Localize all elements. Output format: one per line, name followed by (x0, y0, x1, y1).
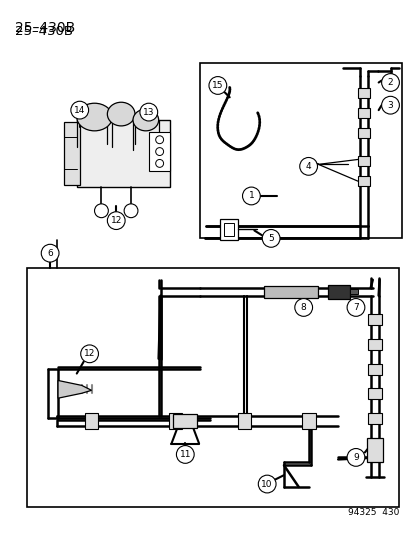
Circle shape (381, 74, 399, 91)
Text: 14: 14 (74, 106, 85, 115)
Text: 13: 13 (143, 108, 154, 117)
Ellipse shape (133, 109, 158, 131)
Circle shape (242, 187, 260, 205)
Text: 94325  430: 94325 430 (347, 507, 399, 516)
Bar (367, 314, 381, 325)
Text: 6: 6 (47, 249, 53, 257)
Circle shape (107, 212, 125, 230)
Bar (357, 157, 369, 166)
Text: 7: 7 (352, 303, 358, 312)
Bar (223, 223, 233, 237)
Text: 10: 10 (261, 480, 272, 489)
Bar (357, 108, 369, 118)
Ellipse shape (107, 102, 135, 126)
Text: 4: 4 (305, 162, 311, 171)
Text: 5: 5 (268, 234, 273, 243)
Circle shape (81, 345, 98, 362)
Text: 12: 12 (84, 349, 95, 358)
Circle shape (346, 449, 364, 466)
Circle shape (155, 136, 163, 144)
Bar (367, 413, 381, 424)
Text: 8: 8 (300, 303, 306, 312)
Circle shape (346, 298, 364, 316)
Text: 25–430B: 25–430B (14, 25, 72, 38)
Circle shape (258, 475, 275, 493)
Text: 3: 3 (387, 101, 392, 110)
Bar (357, 128, 369, 138)
Bar (199, 63, 401, 238)
Circle shape (94, 204, 108, 217)
Bar (349, 289, 357, 294)
Bar (367, 339, 381, 350)
Bar (237, 413, 251, 429)
Circle shape (381, 96, 399, 114)
Circle shape (176, 446, 194, 463)
Circle shape (140, 103, 157, 121)
Bar (27, 268, 399, 507)
Bar (168, 413, 182, 429)
Text: 25–430B: 25–430B (14, 21, 75, 35)
Circle shape (71, 101, 88, 119)
Bar (366, 438, 382, 462)
Bar (76, 120, 170, 187)
Text: 9: 9 (352, 453, 358, 462)
Bar (357, 176, 369, 186)
Bar (219, 219, 237, 240)
Text: 1: 1 (248, 191, 254, 200)
Text: 12: 12 (110, 216, 121, 225)
Bar (301, 413, 315, 429)
Bar (357, 88, 369, 98)
Bar (64, 122, 80, 185)
Circle shape (299, 157, 317, 175)
Circle shape (124, 204, 138, 217)
Bar (367, 389, 381, 399)
Bar (148, 132, 170, 171)
Bar (263, 286, 318, 297)
Bar (173, 414, 197, 428)
Circle shape (294, 298, 312, 316)
Bar (367, 364, 381, 375)
Polygon shape (58, 381, 91, 398)
Text: 15: 15 (211, 81, 223, 90)
Bar (85, 413, 98, 429)
Text: 11: 11 (179, 450, 190, 459)
Ellipse shape (76, 103, 112, 131)
Text: 2: 2 (387, 78, 392, 87)
Circle shape (261, 230, 279, 247)
Circle shape (155, 159, 163, 167)
Circle shape (209, 77, 226, 94)
Circle shape (155, 148, 163, 156)
Bar (328, 285, 349, 298)
Circle shape (41, 244, 59, 262)
